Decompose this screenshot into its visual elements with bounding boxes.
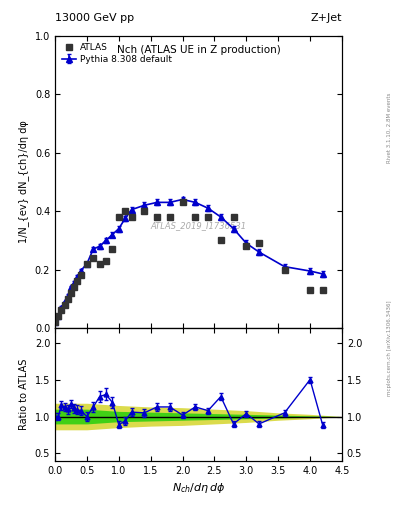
- Y-axis label: Ratio to ATLAS: Ratio to ATLAS: [19, 359, 29, 430]
- ATLAS: [97, 261, 102, 267]
- ATLAS: [231, 214, 236, 220]
- Text: Z+Jet: Z+Jet: [310, 13, 342, 23]
- ATLAS: [91, 255, 95, 261]
- Text: ATLAS_2019_I1736531: ATLAS_2019_I1736531: [151, 221, 246, 230]
- ATLAS: [116, 214, 121, 220]
- ATLAS: [104, 258, 108, 264]
- ATLAS: [72, 284, 77, 290]
- ATLAS: [308, 287, 312, 293]
- ATLAS: [180, 199, 185, 205]
- ATLAS: [206, 214, 210, 220]
- ATLAS: [56, 313, 61, 319]
- Line: ATLAS: ATLAS: [52, 199, 326, 325]
- ATLAS: [62, 302, 67, 308]
- ATLAS: [78, 272, 83, 279]
- ATLAS: [59, 307, 64, 313]
- ATLAS: [155, 214, 160, 220]
- X-axis label: $N_{ch}/d\eta\,d\phi$: $N_{ch}/d\eta\,d\phi$: [172, 481, 225, 495]
- ATLAS: [75, 278, 80, 284]
- ATLAS: [219, 237, 223, 243]
- ATLAS: [69, 290, 73, 296]
- Text: Rivet 3.1.10, 2.8M events: Rivet 3.1.10, 2.8M events: [387, 93, 392, 163]
- Text: 13000 GeV pp: 13000 GeV pp: [55, 13, 134, 23]
- Text: Nch (ATLAS UE in Z production): Nch (ATLAS UE in Z production): [117, 45, 280, 55]
- Text: mcplots.cern.ch [arXiv:1306.3436]: mcplots.cern.ch [arXiv:1306.3436]: [387, 301, 392, 396]
- ATLAS: [193, 214, 198, 220]
- ATLAS: [65, 296, 70, 302]
- ATLAS: [142, 208, 147, 214]
- ATLAS: [53, 319, 57, 325]
- ATLAS: [257, 240, 261, 246]
- ATLAS: [244, 243, 249, 249]
- Y-axis label: 1/N_{ev} dN_{ch}/dη dφ: 1/N_{ev} dN_{ch}/dη dφ: [18, 120, 29, 243]
- ATLAS: [320, 287, 325, 293]
- ATLAS: [84, 261, 89, 267]
- ATLAS: [110, 246, 115, 252]
- Legend: ATLAS, Pythia 8.308 default: ATLAS, Pythia 8.308 default: [59, 40, 175, 67]
- ATLAS: [123, 208, 127, 214]
- ATLAS: [167, 214, 172, 220]
- ATLAS: [129, 214, 134, 220]
- ATLAS: [282, 266, 287, 272]
